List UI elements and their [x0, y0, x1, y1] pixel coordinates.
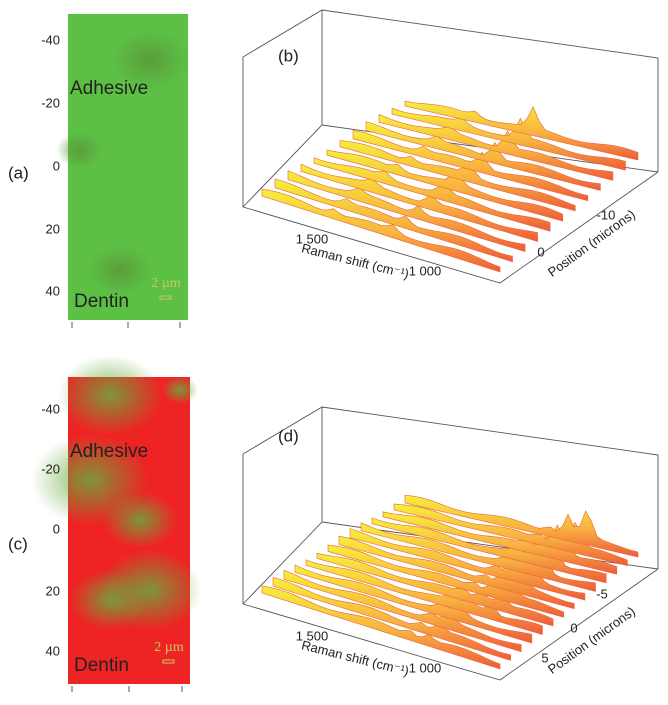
scale-bar-label: 2 µm [151, 276, 181, 291]
y-tick-label: 0 [570, 620, 577, 635]
y-tick-label: -20 [41, 95, 60, 110]
spectrum-ribbon [327, 544, 565, 618]
x-axis-label: Raman shift (cm⁻¹) [300, 240, 411, 281]
spectrum-ribbon [382, 511, 618, 575]
axis-box [242, 171, 659, 284]
map-blot [56, 132, 104, 168]
scale-bar-label: 2 µm [154, 640, 184, 655]
x-tick-label: 1 500 [296, 231, 329, 246]
y-tick-label: -10 [597, 207, 616, 222]
spectrum-ribbon [393, 503, 628, 566]
spectrum-ribbon [378, 114, 614, 181]
spectrum-ribbon [300, 163, 538, 242]
spectrum-ribbon [283, 569, 522, 653]
region-label: Dentin [74, 291, 129, 312]
spectrum-ribbon [272, 577, 511, 661]
axis-box [242, 406, 659, 605]
axis-box [242, 9, 659, 208]
spectrum-ribbon [365, 121, 601, 191]
spectrum-ribbon [360, 522, 596, 592]
y-tick-label: 40 [46, 643, 60, 658]
y-tick-label: 40 [46, 283, 60, 298]
region-label: Adhesive [70, 441, 148, 462]
spectrum-ribbon [404, 100, 639, 161]
y-tick-label: 5 [541, 650, 548, 665]
x-tick-label: 1 000 [409, 660, 442, 675]
axis-box [242, 568, 659, 681]
y-tick-label: -5 [596, 586, 608, 601]
spectrum-ribbon [274, 178, 513, 263]
region-label: Adhesive [70, 78, 148, 99]
spectrum-ribbon [391, 107, 626, 171]
panel-label: (b) [278, 46, 299, 65]
spectrum-ribbon [316, 552, 554, 627]
x-tick-label: 1 000 [409, 263, 442, 278]
spectrum-ribbon [404, 494, 639, 558]
panel-label: (a) [8, 163, 29, 182]
map-blot [58, 355, 162, 435]
y-tick-label: -40 [41, 32, 60, 47]
spectrum-ribbon [261, 585, 501, 670]
spectrum-ribbon [294, 564, 533, 644]
spectrum-ribbon [287, 170, 526, 253]
y-tick-label: 0 [53, 158, 60, 173]
y-tick-label: 20 [46, 583, 60, 598]
y-tick-label: -40 [41, 401, 60, 416]
spectrum-ribbon [305, 559, 543, 635]
spectrum-ribbon [349, 528, 586, 601]
map-blot [103, 492, 177, 548]
spectrum-ribbon [371, 517, 607, 584]
y-tick-label: 20 [46, 221, 60, 236]
y-tick-label: -20 [41, 461, 60, 476]
spectrum-ribbon [338, 535, 575, 610]
map-blot [111, 30, 189, 90]
spectrum-ribbon [352, 130, 589, 202]
spectrum-ribbon [261, 188, 501, 273]
panel-label: (d) [278, 426, 299, 445]
x-tick-label: 1 500 [296, 628, 329, 643]
panel-label: (c) [8, 534, 28, 553]
map-blot [71, 570, 149, 630]
spectrum-ribbon [313, 157, 551, 232]
scale-bar [159, 295, 172, 300]
map-blot [87, 245, 153, 295]
map-blot [161, 376, 199, 404]
scale-bar [162, 659, 175, 664]
spectrum-ribbon [326, 149, 564, 222]
x-axis-label: Raman shift (cm⁻¹) [300, 637, 411, 678]
y-tick-label: 0 [53, 521, 60, 536]
spectrum-ribbon [339, 140, 576, 212]
y-tick-label: 0 [537, 244, 544, 259]
region-label: Dentin [74, 655, 129, 676]
